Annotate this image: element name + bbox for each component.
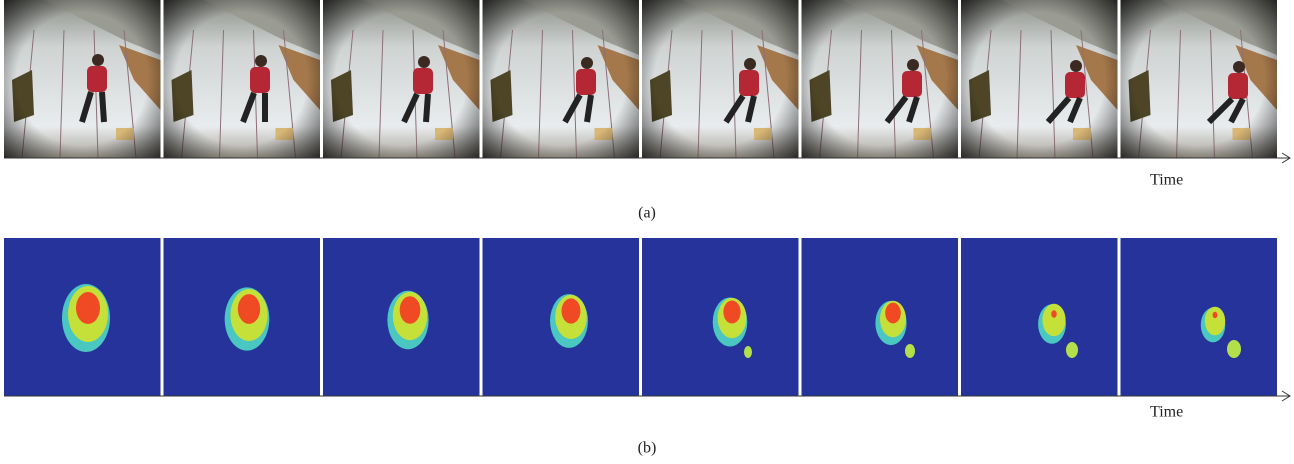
vignette [1121,0,1278,158]
caption: (a) [638,205,656,222]
vignette [483,0,640,158]
heatmap-frame [4,238,161,396]
video-frame [164,0,321,158]
heatmap-frame [483,238,640,396]
blob-foot [905,344,915,358]
vignette [802,0,959,158]
blob-inner [1051,310,1057,317]
heatmap-frames [4,238,1277,396]
blob-inner [562,298,581,323]
body: Time (a) Time (b) (() => { const data = … [0,0,1294,464]
heatmap-frame [1121,238,1278,396]
blob-inner [723,300,740,323]
video-frame [961,0,1118,158]
video-frame [323,0,480,158]
video-frame [483,0,640,158]
blob-foot [1066,342,1078,358]
figure: Time (a) Time (b) [0,0,1294,464]
heatmap-frame [642,238,799,396]
heatmap-frame [164,238,321,396]
heatmap-bg [1121,238,1278,396]
video-frames [4,0,1277,158]
vignette [4,0,161,158]
video-frame [4,0,161,158]
blob-mid [1042,304,1065,336]
axis-label: Time [1150,404,1183,421]
vignette [164,0,321,158]
vignette [642,0,799,158]
blob-inner [238,294,260,324]
vignette [961,0,1118,158]
blob-foot [1227,340,1241,358]
page: {"panels": [{"axis_label": "Time", "capt… [0,0,1294,464]
video-frame [642,0,799,158]
blob-foot [744,346,752,358]
axis-label: Time [1150,172,1183,189]
blob-inner [885,303,901,324]
blob-inner [1213,312,1218,319]
heatmap-frame [323,238,480,396]
video-frame [1121,0,1278,158]
video-frame [802,0,959,158]
vignette [323,0,480,158]
blob-inner [400,296,421,324]
blob-inner [76,292,100,324]
caption: (b) [638,440,657,457]
heatmap-frame [802,238,959,396]
heatmap-frame [961,238,1118,396]
blob-mid [1205,307,1225,336]
